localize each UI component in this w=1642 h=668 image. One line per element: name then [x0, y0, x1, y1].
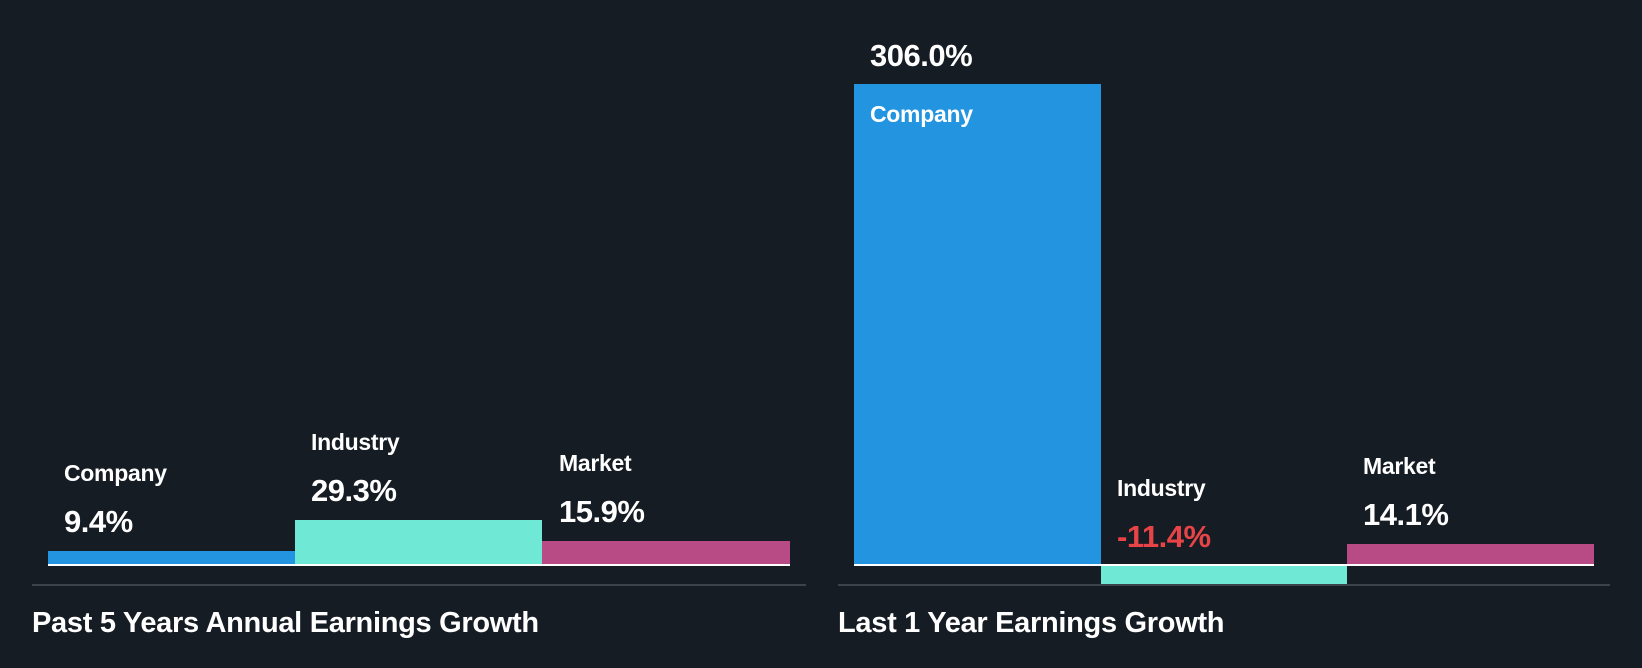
industry-bar [1101, 565, 1347, 584]
industry-value: -11.4% [1117, 519, 1211, 554]
market-label: Market [559, 450, 632, 476]
market-bar [1347, 544, 1594, 565]
company-value: 306.0% [870, 38, 973, 73]
industry-label: Industry [1117, 475, 1206, 501]
chart-title: Past 5 Years Annual Earnings Growth [32, 607, 539, 639]
company-label: Company [64, 460, 167, 486]
market-value: 14.1% [1363, 497, 1449, 532]
chart-title: Last 1 Year Earnings Growth [838, 607, 1225, 639]
market-value: 15.9% [559, 494, 645, 529]
company-label: Company [870, 101, 973, 127]
baseline [48, 564, 790, 566]
company-value: 9.4% [64, 504, 133, 539]
company-bar [48, 551, 295, 565]
divider [32, 584, 806, 586]
baseline [854, 564, 1594, 566]
industry-label: Industry [311, 429, 400, 455]
market-bar [542, 541, 790, 565]
industry-value: 29.3% [311, 473, 397, 508]
company-bar [854, 84, 1101, 565]
divider [838, 584, 1610, 586]
market-label: Market [1363, 453, 1436, 479]
industry-bar [295, 520, 542, 565]
